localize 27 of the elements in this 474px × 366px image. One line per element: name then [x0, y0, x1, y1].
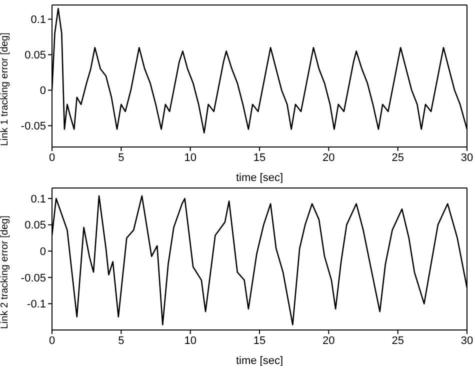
- x-tick-label: 30: [460, 334, 474, 347]
- y-tick-label: 0: [40, 246, 46, 258]
- x-tick-label: 10: [184, 152, 196, 164]
- x-axis-title: time [sec]: [236, 355, 284, 366]
- y-tick-label: 0.1: [30, 14, 46, 26]
- y-tick-label: -0.05: [20, 272, 46, 284]
- x-tick-label: 15: [253, 334, 266, 347]
- x-tick-label: 0: [48, 152, 56, 164]
- x-tick-label: 30: [460, 152, 474, 164]
- y-axis-title: Link 1 tracking error [deg]: [0, 32, 11, 146]
- x-tick-label: 5: [118, 334, 124, 347]
- x-tick-label: 0: [48, 334, 56, 347]
- y-tick-label: 0.05: [24, 50, 46, 62]
- x-tick-label: 15: [253, 152, 266, 164]
- x-tick-label: 20: [322, 334, 335, 347]
- y-tick-label: 0: [40, 85, 46, 98]
- y-tick-label: -0.05: [20, 120, 46, 133]
- x-tick-label: 20: [322, 152, 335, 164]
- y-tick-label: -0.1: [27, 298, 46, 311]
- y-axis-title: Link 2 tracking error [deg]: [0, 215, 11, 329]
- x-tick-label: 25: [392, 152, 404, 164]
- y-tick-label: 0.1: [30, 193, 46, 206]
- x-tick-label: 10: [184, 334, 196, 347]
- y-tick-label: 0.05: [24, 220, 46, 232]
- x-axis-title: time [sec]: [236, 172, 284, 184]
- x-tick-label: 5: [118, 152, 124, 164]
- x-tick-label: 25: [392, 334, 404, 347]
